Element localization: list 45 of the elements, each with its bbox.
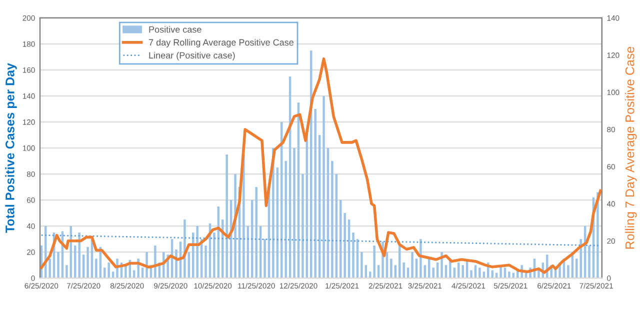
bar [108,262,110,278]
bar [596,192,599,278]
bar [204,246,207,278]
bar [588,246,590,278]
bar [428,258,430,278]
bar [86,246,89,278]
bar [352,232,354,278]
bar [213,232,216,278]
bar [508,272,510,278]
bar [322,96,325,278]
bar [48,258,51,278]
bar [255,187,258,278]
bar [373,246,376,278]
bar [242,154,245,278]
bar [360,252,363,278]
bar [57,252,60,278]
bar [226,154,228,278]
bar [420,239,422,278]
bar [580,239,582,278]
bar [302,174,304,278]
bar [293,148,296,278]
legend-label: Positive case [149,26,202,33]
bar [310,50,312,278]
bar [196,226,198,278]
bar [340,200,342,278]
bar [331,161,334,278]
bar [470,270,472,278]
bar [462,265,464,278]
bar [154,246,156,278]
bar [95,258,98,278]
bar [478,268,481,278]
bar [567,265,570,278]
bar [411,252,414,278]
bar [398,246,401,278]
bar [66,265,68,278]
y2-axis-title: Rolling 7 Day Average Positive Case [625,46,637,249]
bar [264,239,266,278]
bar [390,258,392,278]
bar [78,232,80,278]
bar [284,161,287,278]
legend-label: 7 day Rolling Average Positive Case [148,38,294,48]
y-axis-title: Total Positive Cases per Day [5,63,17,233]
legend-label: Linear (Positive case) [149,52,235,60]
bar [458,262,460,278]
bar [538,270,540,278]
